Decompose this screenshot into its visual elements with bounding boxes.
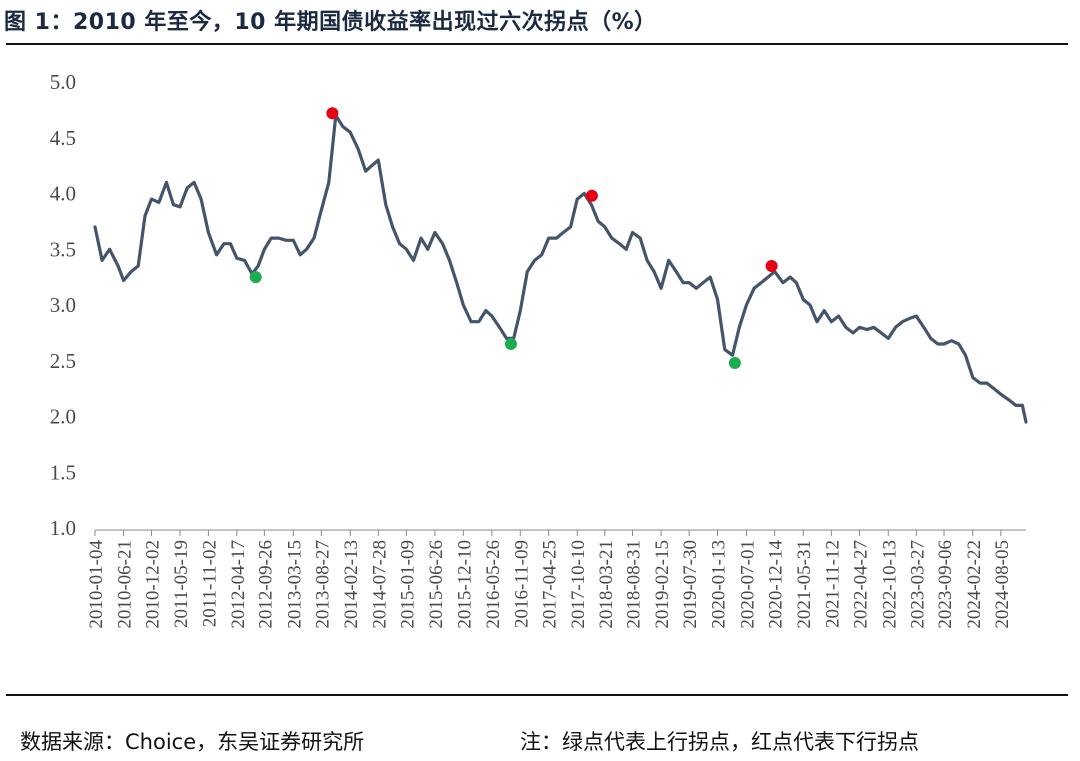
x-tick-label: 2010-06-21 xyxy=(115,540,136,629)
x-tick-label: 2017-10-10 xyxy=(568,540,589,629)
upturn-marker xyxy=(249,271,262,284)
x-tick-label: 2021-05-31 xyxy=(794,540,815,629)
x-tick-label: 2020-12-14 xyxy=(766,540,787,629)
downturn-marker xyxy=(326,107,339,120)
upturn-marker xyxy=(728,356,741,369)
x-tick-label: 2023-03-27 xyxy=(907,540,928,629)
x-tick-label: 2015-01-09 xyxy=(397,540,418,629)
x-tick-label: 2021-11-12 xyxy=(822,540,843,628)
x-tick-label: 2011-05-19 xyxy=(171,540,192,628)
downturn-marker xyxy=(585,189,598,202)
y-tick-label: 4.0 xyxy=(50,182,76,206)
x-tick-label: 2015-12-10 xyxy=(454,540,475,629)
yield-line-chart: 5.04.54.03.53.02.52.01.51.0 2010-01-04 20… xyxy=(50,70,1028,629)
y-tick-label: 2.0 xyxy=(50,405,76,429)
x-tick-label: 2023-09-06 xyxy=(935,540,956,629)
marker-layer xyxy=(249,107,778,369)
x-tick-label: 2022-04-27 xyxy=(851,540,872,629)
yield-series-line xyxy=(93,113,1028,424)
x-tick-label: 2016-11-09 xyxy=(511,540,532,628)
y-tick-label: 1.5 xyxy=(50,460,76,484)
figure-title: 图 1：2010 年至今，10 年期国债收益率出现过六次拐点（%） xyxy=(4,10,657,35)
x-tick-label: 2010-01-04 xyxy=(86,540,107,629)
y-tick-label: 4.5 xyxy=(50,126,76,150)
top-rule xyxy=(6,43,1068,45)
y-tick-label: 5.0 xyxy=(50,70,76,94)
x-tick-label: 2016-05-26 xyxy=(483,540,504,629)
x-tick-label: 2020-07-01 xyxy=(737,540,758,629)
x-tick-label: 2020-01-13 xyxy=(709,540,730,629)
x-tick-label: 2010-12-02 xyxy=(142,540,163,629)
x-tick-label: 2011-11-02 xyxy=(199,540,220,627)
legend-note: 注：绿点代表上行拐点，红点代表下行拐点 xyxy=(520,730,919,754)
y-tick-label: 3.5 xyxy=(50,237,76,261)
y-tick-label: 2.5 xyxy=(50,349,76,373)
y-tick-label: 3.0 xyxy=(50,293,76,317)
x-tick-label: 2013-08-27 xyxy=(312,540,333,629)
x-tick-label: 2012-04-17 xyxy=(228,540,249,629)
x-tick-label: 2024-02-22 xyxy=(964,540,985,629)
x-tick-label: 2018-08-31 xyxy=(624,540,645,629)
x-tick-label: 2012-09-26 xyxy=(255,540,276,629)
x-tick-label: 2018-03-21 xyxy=(596,540,617,629)
series-layer xyxy=(93,113,1028,424)
x-tick-label: 2015-06-26 xyxy=(426,540,447,629)
source-note: 数据来源：Choice，东吴证券研究所 xyxy=(20,730,365,754)
x-tick-label: 2024-08-05 xyxy=(992,540,1013,629)
y-axis: 5.0 4.5 4.0 3.5 3.0 2.5 2.0 1.5 1.0 xyxy=(50,70,76,540)
y-tick-label: 1.0 xyxy=(50,516,76,540)
bottom-rule xyxy=(6,694,1068,696)
x-tick-label: 2019-07-30 xyxy=(680,540,701,629)
x-tick-label: 2014-02-13 xyxy=(341,540,362,629)
downturn-marker xyxy=(765,259,778,272)
x-tick-label: 2019-02-15 xyxy=(652,540,673,629)
upturn-marker xyxy=(504,338,517,351)
x-tick-label: 2022-10-13 xyxy=(879,540,900,629)
x-tick-label: 2014-07-28 xyxy=(369,540,390,629)
x-tick-label: 2013-03-15 xyxy=(284,540,305,629)
x-axis: 2010-01-04 2010-06-21 2010-12-02 2011-05-19… xyxy=(86,529,1026,629)
x-tick-label: 2017-04-25 xyxy=(540,540,561,629)
